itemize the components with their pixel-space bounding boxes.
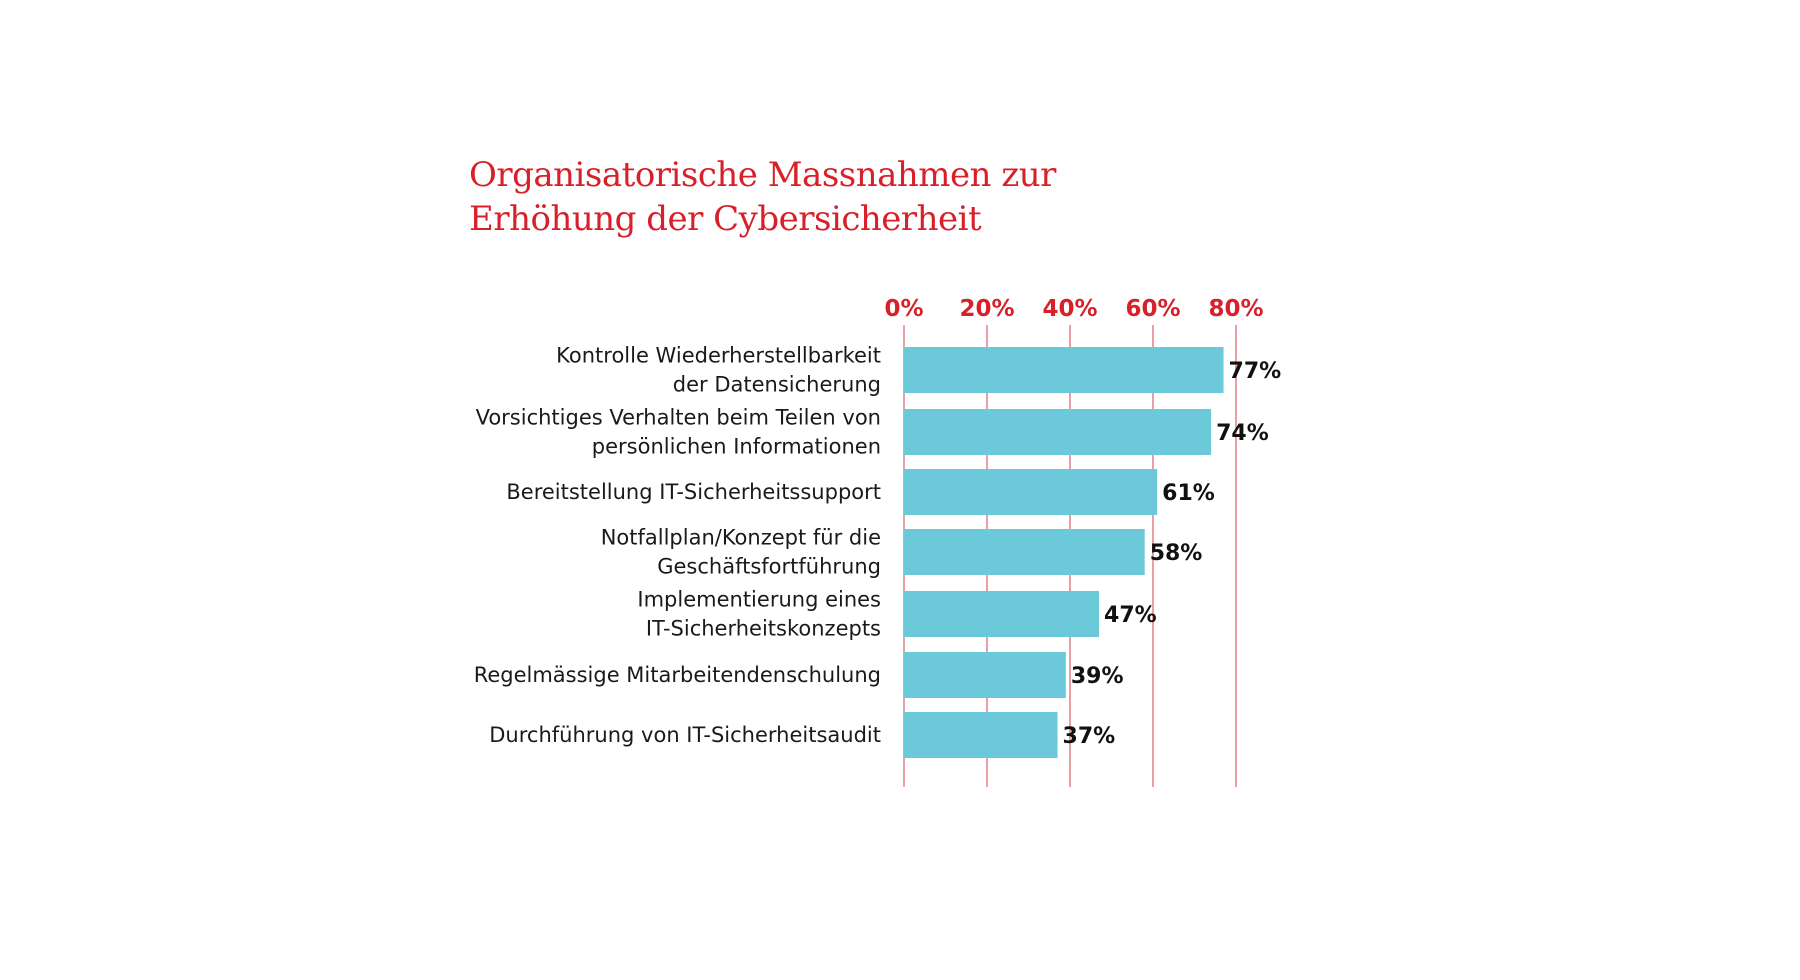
- value-label-3: 61%: [1162, 481, 1215, 506]
- x-tick-label-40: 40%: [1042, 296, 1097, 322]
- category-label-5-line-1: Implementierung eines: [637, 588, 881, 612]
- category-label-7-line-1: Durchführung von IT-Sicherheitsaudit: [489, 723, 881, 747]
- chart-title-line-1: Organisatorische Massnahmen zur: [469, 155, 1056, 195]
- value-label-4: 58%: [1150, 541, 1203, 566]
- x-axis-ticks: 0% 20% 40% 60% 80%: [884, 296, 1263, 322]
- category-label-4-line-1: Notfallplan/Konzept für die: [601, 526, 881, 550]
- value-label-5: 47%: [1104, 603, 1157, 628]
- bar-5: [904, 591, 1100, 637]
- bar-3: [904, 469, 1158, 515]
- value-label-1: 77%: [1229, 359, 1282, 384]
- category-label-1-line-1: Kontrolle Wiederherstellbarkeit: [556, 344, 881, 368]
- category-label-6-line-1: Regelmässige Mitarbeitendenschulung: [474, 663, 881, 687]
- chart-title-line-2: Erhöhung der Cybersicherheit: [469, 199, 982, 239]
- category-label-2-line-2: persönlichen Informationen: [592, 435, 881, 459]
- x-tick-label-60: 60%: [1125, 296, 1180, 322]
- category-label-5-line-2: IT-Sicherheitskonzepts: [646, 617, 881, 641]
- bars: [904, 347, 1224, 758]
- x-tick-label-20: 20%: [959, 296, 1014, 322]
- bar-7: [904, 712, 1058, 758]
- category-label-2-line-1: Vorsichtiges Verhalten beim Teilen von: [476, 406, 881, 430]
- category-label-3-line-1: Bereitstellung IT-Sicherheitssupport: [506, 480, 881, 504]
- value-label-2: 74%: [1216, 421, 1269, 446]
- bar-1: [904, 347, 1224, 393]
- bar-2: [904, 409, 1212, 455]
- value-labels: 77% 74% 61% 58% 47% 39% 37%: [1063, 359, 1282, 749]
- bar-4: [904, 529, 1145, 575]
- category-label-4-line-2: Geschäftsfortführung: [657, 555, 881, 579]
- x-tick-label-0: 0%: [884, 296, 923, 322]
- x-tick-label-80: 80%: [1208, 296, 1263, 322]
- category-label-1-line-2: der Datensicherung: [673, 373, 881, 397]
- bar-6: [904, 652, 1066, 698]
- value-label-7: 37%: [1063, 724, 1116, 749]
- value-label-6: 39%: [1071, 664, 1124, 689]
- category-labels: Kontrolle Wiederherstellbarkeit der Daten…: [474, 344, 881, 748]
